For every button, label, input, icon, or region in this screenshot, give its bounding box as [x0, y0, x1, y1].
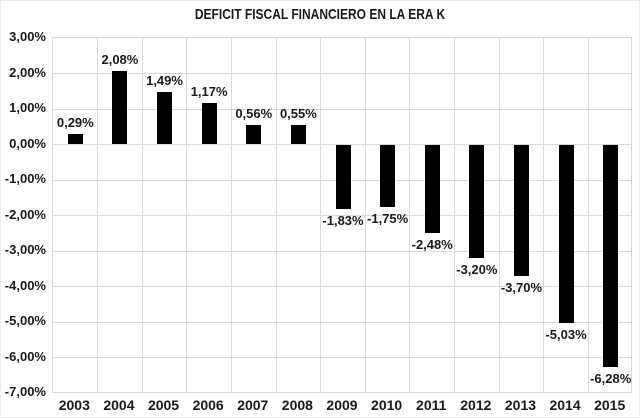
- bar-2011: [424, 144, 440, 233]
- gridline-vertical: [364, 38, 366, 392]
- bar-2012: [469, 144, 485, 259]
- bar-value-label-2011: -2,48%: [411, 236, 453, 252]
- bar-value-label-2007: 0,56%: [235, 105, 273, 121]
- bar-2009: [335, 144, 351, 210]
- gridline-vertical: [97, 38, 99, 392]
- bar-2008: [290, 124, 306, 145]
- x-tick-label-2007: 2007: [237, 397, 269, 413]
- bar-value-label-2008: 0,55%: [279, 105, 317, 121]
- gridline-vertical: [320, 38, 322, 392]
- x-tick-label-2008: 2008: [281, 397, 313, 413]
- bar-value-label-2015: -6,28%: [590, 371, 632, 387]
- y-tick-label: -6,00%: [4, 348, 46, 364]
- x-tick-label-2003: 2003: [58, 397, 90, 413]
- gridline-vertical: [141, 38, 143, 392]
- bar-2003: [67, 134, 83, 145]
- bar-value-label-2005: 1,49%: [146, 72, 183, 88]
- bar-2005: [157, 91, 173, 145]
- y-tick-label: 0,00%: [9, 135, 46, 151]
- y-tick-label: -5,00%: [4, 313, 46, 328]
- bar-2013: [513, 144, 529, 276]
- x-tick-label-2009: 2009: [326, 397, 358, 413]
- bar-value-label-2014: -5,03%: [545, 327, 587, 343]
- y-tick-label: -2,00%: [4, 206, 46, 222]
- bar-2014: [558, 144, 574, 324]
- gridline-horizontal: [53, 108, 631, 110]
- plot-area: 0,29% 2,08% 1,49% 1,17% 0,56% 0,55% -1,83% -1,7…: [52, 37, 632, 393]
- gridline-vertical: [543, 38, 545, 392]
- y-tick-label: -1,00%: [4, 171, 46, 186]
- gridline-vertical: [186, 38, 188, 392]
- gridline-vertical: [587, 38, 589, 392]
- gridline-horizontal: [53, 215, 631, 216]
- bar-value-label-2012: -3,20%: [456, 262, 498, 278]
- gridline-horizontal: [53, 73, 631, 74]
- gridline-vertical: [454, 38, 456, 392]
- x-tick-label-2005: 2005: [147, 397, 180, 413]
- x-tick-label-2010: 2010: [371, 397, 403, 413]
- gridline-horizontal: [53, 357, 631, 358]
- gridline-vertical: [409, 38, 411, 392]
- y-tick-label: 2,00%: [9, 64, 46, 80]
- x-tick-label-2012: 2012: [460, 397, 492, 413]
- gridline-vertical: [275, 38, 277, 392]
- bar-value-label-2004: 2,08%: [101, 51, 139, 67]
- gridline-horizontal: [53, 250, 631, 252]
- x-tick-label-2004: 2004: [103, 397, 135, 413]
- bar-value-label-2009: -1,83%: [322, 213, 364, 229]
- x-tick-label-2013: 2013: [504, 397, 537, 413]
- bar-value-label-2010: -1,75%: [367, 210, 409, 226]
- bar-value-label-2013: -3,70%: [500, 279, 543, 295]
- x-tick-label-2011: 2011: [416, 397, 447, 413]
- gridline-horizontal: [53, 321, 631, 323]
- bar-2007: [246, 124, 262, 145]
- bar-2004: [112, 70, 128, 145]
- y-tick-label: -7,00%: [4, 384, 46, 399]
- bar-2006: [201, 102, 217, 145]
- gridline-vertical: [230, 38, 232, 392]
- gridline-horizontal: [53, 286, 631, 287]
- y-tick-label: 3,00%: [9, 29, 46, 44]
- y-tick-label: -3,00%: [4, 242, 46, 257]
- bar-value-label-2006: 1,17%: [190, 83, 228, 99]
- x-tick-label-2015: 2015: [594, 397, 626, 413]
- y-tick-label: 1,00%: [9, 100, 46, 115]
- bar-value-label-2003: 0,29%: [56, 115, 94, 131]
- y-tick-label: -4,00%: [4, 277, 46, 293]
- bar-2015: [603, 144, 619, 368]
- chart-title: DEFICIT FISCAL FINANCIERO EN LA ERA K: [194, 6, 446, 23]
- gridline-vertical: [498, 38, 500, 392]
- x-tick-label-2014: 2014: [549, 397, 581, 413]
- bar-2010: [380, 144, 396, 207]
- x-tick-label-2006: 2006: [192, 397, 224, 413]
